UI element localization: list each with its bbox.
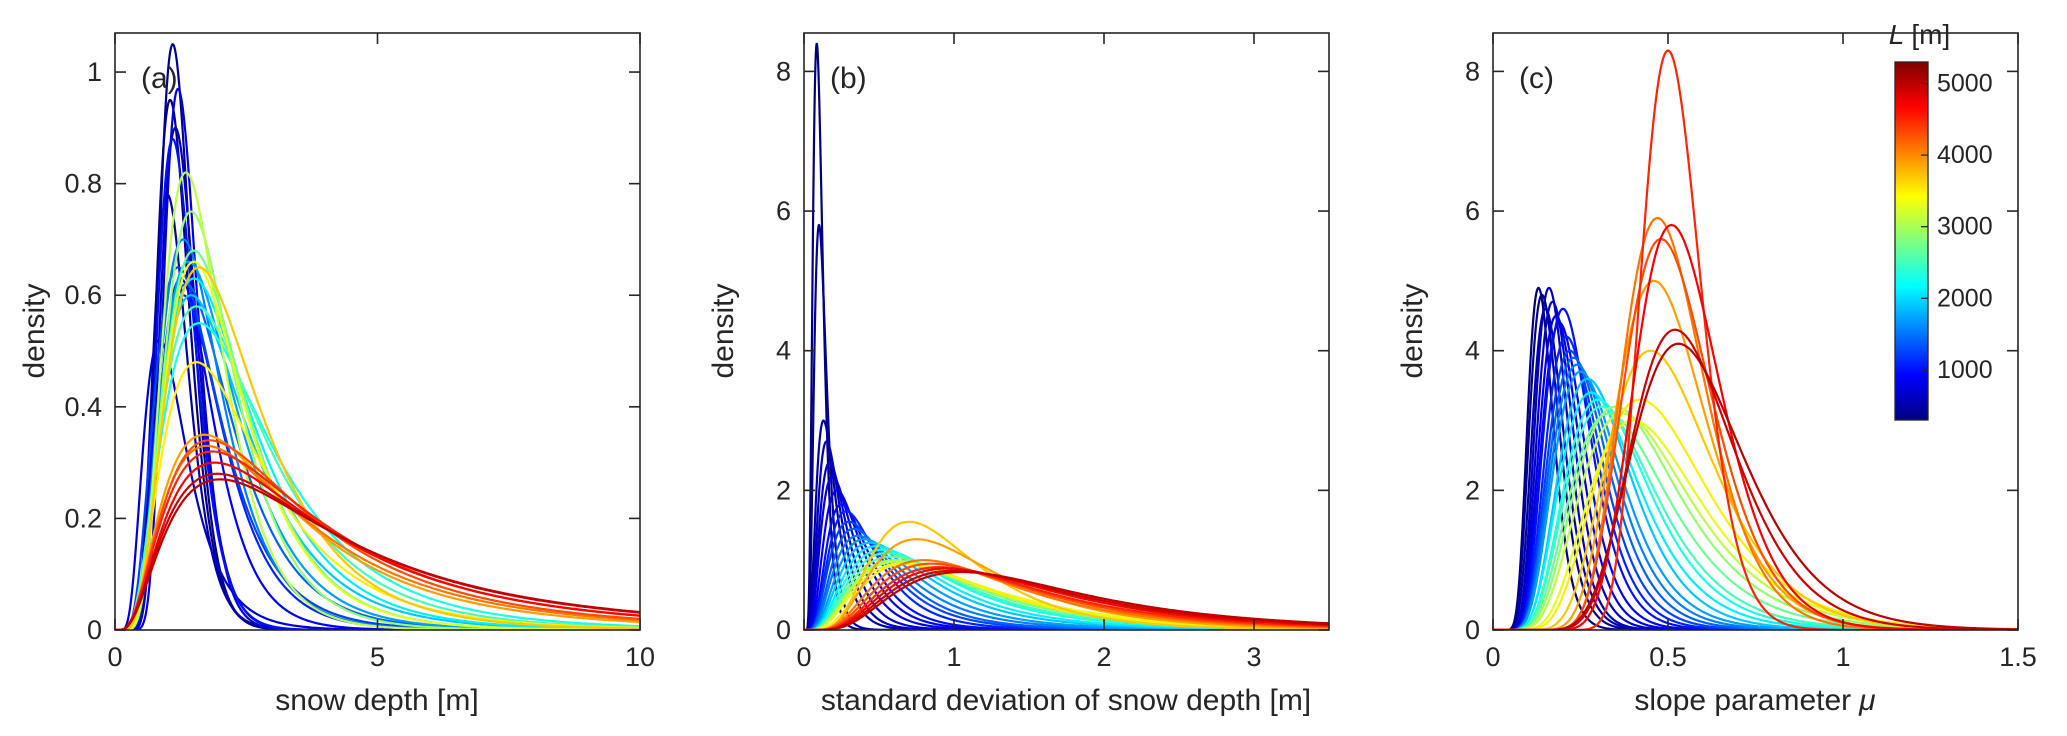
- y-tick-label: 8: [776, 56, 791, 86]
- colorbar-tick-label: 4000: [1937, 141, 1993, 169]
- x-tick-label: 1.5: [1999, 642, 2037, 672]
- density-curve: [115, 87, 640, 630]
- panel-b-plot: 0 1 2 3 0 2 4 6 8 (b) density standard deviation…: [707, 32, 1330, 717]
- density-curve: [804, 475, 1329, 630]
- panel-a-plot: 0 5 10 0 0.2 0.4 0.6 0.8 1 (a) density snow dept…: [18, 32, 655, 717]
- panel-b-xlabel: standard deviation of snow depth [m]: [821, 684, 1311, 717]
- density-curve: [115, 294, 640, 630]
- density-curve: [115, 98, 640, 630]
- panel-b-xlabel-main: standard deviation of snow depth [m]: [821, 684, 1311, 717]
- colorbar-tick-label: 1000: [1937, 356, 1993, 384]
- x-tick-label: 2: [1096, 642, 1111, 672]
- y-tick-label: 1: [87, 57, 102, 87]
- panel-c-xlabel-main: slope parameter: [1634, 684, 1851, 717]
- panel-c: 0 0.5 1 1.5 0 2 4 6 8 1000 2000 3000 4000 5000 L [m] (c…: [1378, 0, 2067, 736]
- panel-a-xlabel-main: snow depth [m]: [275, 684, 478, 717]
- colorbar: [1894, 61, 1929, 421]
- panel-b: 0 1 2 3 0 2 4 6 8 (b) density standard deviation…: [689, 0, 1378, 736]
- y-tick-label: 8: [1465, 56, 1480, 86]
- x-tick-label: 10: [625, 642, 655, 672]
- y-tick-label: 0.8: [64, 169, 102, 199]
- colorbar-title: L [m]: [1889, 19, 1950, 50]
- panel-a-xlabel: snow depth [m]: [275, 684, 478, 717]
- axes-box: [1492, 32, 2019, 631]
- density-curve: [115, 439, 640, 630]
- density-curve: [115, 478, 640, 630]
- x-tick-label: 0.5: [1649, 642, 1687, 672]
- y-tick-label: 2: [776, 475, 791, 505]
- density-curve: [1493, 328, 2018, 630]
- density-curve: [1493, 342, 2018, 630]
- x-tick-label: 1: [1835, 642, 1850, 672]
- y-tick-label: 0.6: [64, 280, 102, 310]
- panel-c-ylabel: density: [1396, 283, 1429, 378]
- density-curve: [804, 223, 1329, 630]
- density-curve: [1493, 216, 2018, 630]
- panel-c-plot: 0 0.5 1 1.5 0 2 4 6 8 1000 2000 3000 4000 5000 L [m] (c…: [1396, 19, 2037, 717]
- y-tick-label: 2: [1465, 475, 1480, 505]
- panel-c-xlabel: slope parameter μ: [1634, 684, 1875, 717]
- density-curve: [1493, 223, 2018, 630]
- panel-b-letter: (b): [830, 62, 867, 95]
- y-tick-label: 4: [1465, 336, 1480, 366]
- density-curve: [115, 361, 640, 630]
- x-tick-label: 0: [1485, 642, 1500, 672]
- density-curve: [115, 266, 640, 630]
- y-tick-label: 4: [776, 336, 791, 366]
- y-tick-label: 0.4: [64, 392, 102, 422]
- colorbar-tick-label: 2000: [1937, 284, 1993, 312]
- panel-c-letter: (c): [1519, 62, 1554, 95]
- colorbar-tick-label: 5000: [1937, 69, 1993, 97]
- panel-a: 0 5 10 0 0.2 0.4 0.6 0.8 1 (a) density snow dept…: [0, 0, 689, 736]
- x-tick-label: 0: [796, 642, 811, 672]
- panel-a-letter: (a): [141, 62, 178, 95]
- panel-c-xlabel-italic: μ: [1858, 684, 1875, 717]
- density-curve: [804, 42, 1329, 630]
- x-tick-label: 3: [1246, 642, 1261, 672]
- density-curve: [1493, 349, 2018, 630]
- y-tick-label: 0: [87, 615, 102, 645]
- x-tick-label: 1: [946, 642, 961, 672]
- y-tick-label: 0: [1465, 615, 1480, 645]
- y-tick-label: 0: [776, 615, 791, 645]
- panel-a-ylabel: density: [18, 283, 51, 378]
- y-tick-label: 6: [776, 196, 791, 226]
- y-tick-label: 6: [1465, 196, 1480, 226]
- x-tick-label: 0: [107, 642, 122, 672]
- density-curve: [115, 433, 640, 630]
- density-curve: [115, 43, 640, 630]
- axes-box: [803, 32, 1330, 631]
- colorbar-tick-label: 3000: [1937, 213, 1993, 241]
- x-tick-label: 5: [370, 642, 385, 672]
- panel-b-ylabel: density: [707, 283, 740, 378]
- density-curve: [115, 294, 640, 630]
- y-tick-label: 0.2: [64, 503, 102, 533]
- density-curve: [804, 461, 1329, 630]
